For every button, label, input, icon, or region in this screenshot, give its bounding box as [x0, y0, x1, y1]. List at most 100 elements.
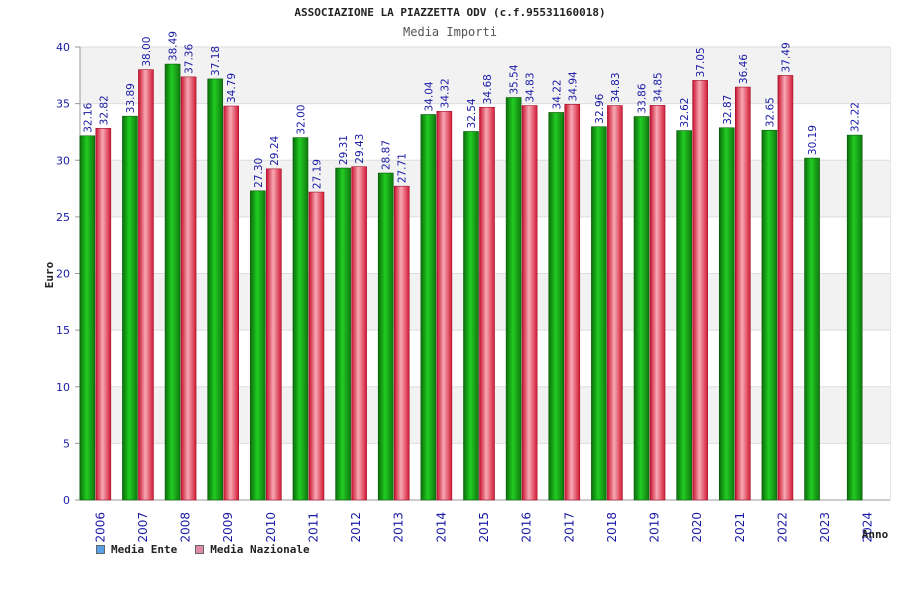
bar-media-nazionale-2006: [95, 128, 112, 501]
bar-media-ente-2011: [292, 137, 309, 501]
x-tick-label: 2007: [136, 512, 150, 543]
x-tick-label: 2020: [690, 512, 704, 543]
data-label: 34.83: [525, 72, 537, 102]
x-tick-label: 2019: [648, 512, 662, 543]
data-label: 27.71: [397, 153, 409, 183]
data-label: 32.96: [594, 93, 606, 123]
data-label: 27.19: [311, 159, 323, 189]
x-tick-label: 2015: [477, 512, 491, 543]
x-tick-label: 2013: [392, 512, 406, 543]
bar-media-nazionale-2013: [393, 185, 410, 501]
bar-media-ente-2012: [335, 167, 351, 501]
x-tick-label: 2017: [562, 512, 576, 543]
legend-swatch-media-ente: [96, 545, 105, 554]
legend-item-media-ente: Media Ente: [96, 543, 177, 556]
data-label: 33.86: [637, 83, 649, 113]
data-label: 34.22: [551, 79, 563, 109]
x-tick-label: 2014: [434, 512, 448, 543]
data-label: 36.46: [738, 54, 750, 84]
bar-media-ente-2015: [463, 131, 479, 501]
bar-media-nazionale-2019: [649, 105, 666, 501]
x-tick-label: 2011: [306, 512, 320, 543]
bar-media-nazionale-2012: [351, 166, 367, 501]
data-label: 37.36: [184, 44, 196, 74]
bar-media-ente-2008: [164, 63, 181, 501]
bar-media-nazionale-2018: [607, 105, 623, 501]
x-tick-label: 2021: [733, 512, 747, 543]
bar-media-ente-2009: [207, 78, 224, 501]
legend-label-media-nazionale: Media Nazionale: [210, 543, 310, 556]
data-label: 32.62: [679, 98, 691, 128]
bar-media-ente-2006: [79, 135, 96, 501]
data-label: 32.82: [98, 95, 110, 125]
bar-media-nazionale-2009: [223, 105, 240, 501]
x-tick-label: 2006: [93, 512, 107, 543]
y-tick-label: 10: [56, 381, 70, 394]
data-label: 32.54: [466, 98, 478, 128]
data-label: 32.16: [82, 102, 94, 132]
data-label: 37.18: [210, 46, 222, 76]
chart-subtitle: Media Importi: [403, 25, 497, 39]
data-label: 33.89: [125, 83, 137, 113]
bar-media-ente-2024: [846, 134, 863, 501]
y-tick-label: 5: [63, 437, 70, 450]
data-label: 34.04: [423, 81, 435, 111]
x-tick-label: 2009: [221, 512, 235, 543]
data-label: 29.43: [354, 134, 366, 164]
data-label: 32.22: [850, 102, 862, 132]
y-tick-label: 40: [56, 41, 70, 54]
legend-label-media-ente: Media Ente: [111, 543, 178, 556]
bar-media-ente-2018: [591, 126, 607, 501]
legend: Media Ente Media Nazionale: [96, 543, 310, 556]
data-label: 35.54: [509, 64, 521, 94]
x-tick-label: 2008: [179, 512, 193, 543]
y-tick-label: 25: [56, 211, 70, 224]
bar-media-nazionale-2010: [266, 168, 282, 501]
bar-media-ente-2017: [548, 112, 565, 501]
data-label: 29.24: [269, 135, 281, 165]
chart-title: ASSOCIAZIONE LA PIAZZETTA ODV (c.f.95531…: [294, 6, 606, 19]
x-tick-label: 2016: [520, 512, 534, 543]
bar-media-ente-2022: [761, 129, 778, 501]
data-label: 34.32: [439, 78, 451, 108]
x-tick-label: 2023: [818, 512, 832, 543]
bar-media-nazionale-2011: [308, 191, 325, 501]
y-tick-label: 15: [56, 324, 70, 337]
bar-media-ente-2007: [122, 115, 138, 501]
data-label: 38.49: [168, 31, 180, 61]
bar-media-nazionale-2016: [521, 105, 538, 501]
x-tick-label: 2012: [349, 512, 363, 543]
data-label: 28.87: [381, 140, 393, 170]
bar-media-nazionale-2007: [138, 69, 154, 501]
bar-media-nazionale-2021: [734, 86, 751, 501]
legend-item-media-nazionale: Media Nazionale: [195, 543, 310, 556]
bar-media-nazionale-2017: [564, 104, 581, 501]
bar-media-nazionale-2014: [436, 111, 453, 501]
x-tick-label: 2018: [605, 512, 619, 543]
bar-media-ente-2019: [633, 116, 650, 501]
bar-media-ente-2021: [718, 127, 735, 501]
data-label: 34.85: [653, 72, 665, 102]
bar-media-ente-2010: [250, 190, 266, 501]
y-tick-label: 35: [56, 98, 70, 111]
data-label: 30.19: [807, 125, 819, 155]
data-label: 34.79: [226, 73, 238, 103]
y-tick-label: 20: [56, 268, 70, 281]
x-axis-title: Anno: [862, 528, 889, 541]
bar-media-nazionale-2008: [180, 76, 197, 501]
data-label: 29.31: [338, 135, 350, 165]
y-tick-label: 0: [63, 494, 70, 507]
data-label: 37.05: [695, 47, 707, 77]
bar-media-ente-2016: [505, 97, 522, 501]
data-label: 32.65: [764, 97, 776, 127]
x-tick-label: 2022: [775, 512, 789, 543]
data-label: 34.68: [482, 74, 494, 104]
bar-media-ente-2023: [804, 157, 820, 501]
bar-media-nazionale-2022: [777, 75, 794, 501]
data-label: 37.49: [780, 42, 792, 72]
data-label: 32.87: [722, 95, 734, 125]
y-tick-label: 30: [56, 154, 70, 167]
bar-media-ente-2013: [377, 172, 394, 501]
x-tick-label: 2024: [861, 512, 875, 543]
y-axis-title: Euro: [43, 261, 56, 288]
